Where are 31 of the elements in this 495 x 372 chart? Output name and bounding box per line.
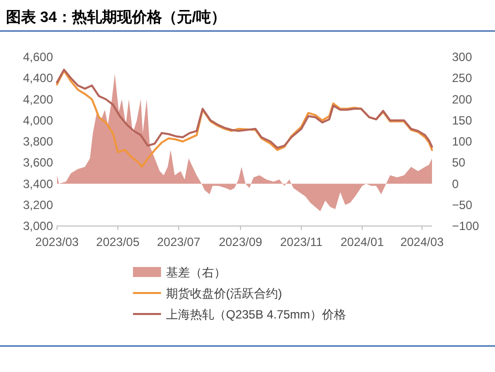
x-tick-label: 2023/03 (35, 235, 80, 249)
y-tick-label: 4,600 (22, 50, 54, 64)
y2-tick-label: −100 (452, 219, 480, 233)
y-tick-label: 3,400 (22, 176, 54, 191)
y2-tick-label: 0 (452, 176, 459, 191)
y-tick-label: 3,800 (22, 134, 54, 148)
x-tick-label: 2024/03 (400, 235, 444, 249)
legend-label: 上海热轧（Q235B 4.75mm）价格 (166, 308, 346, 322)
y2-tick-label: 200 (452, 92, 472, 106)
y2-tick-label: 300 (452, 50, 472, 64)
y-tick-label: 4,200 (22, 92, 54, 106)
y2-tick-label: −50 (452, 198, 473, 212)
y2-tick-label: 250 (452, 71, 472, 86)
x-tick-label: 2023/05 (96, 235, 140, 249)
chart-title: 图表 34：热轧期现价格（元/吨） (6, 9, 226, 26)
y-tick-label: 4,000 (22, 113, 54, 128)
y-tick-label: 3,000 (22, 219, 54, 233)
y2-tick-label: 50 (452, 156, 466, 170)
x-tick-label: 2024/01 (340, 235, 384, 249)
x-tick-label: 2023/09 (218, 235, 263, 249)
y-tick-label: 3,600 (22, 156, 54, 170)
y2-tick-label: 100 (452, 134, 472, 148)
x-tick-label: 2023/07 (156, 235, 201, 249)
legend-label: 基差（右） (166, 266, 226, 280)
y-tick-label: 3,200 (22, 198, 54, 212)
line-series (56, 68, 433, 149)
y-tick-label: 4,400 (22, 71, 54, 86)
legend-label: 期货收盘价(活跃合约) (166, 286, 282, 300)
y2-tick-label: 150 (452, 113, 472, 128)
line-series (56, 70, 433, 168)
x-tick-label: 2023/11 (280, 235, 323, 249)
